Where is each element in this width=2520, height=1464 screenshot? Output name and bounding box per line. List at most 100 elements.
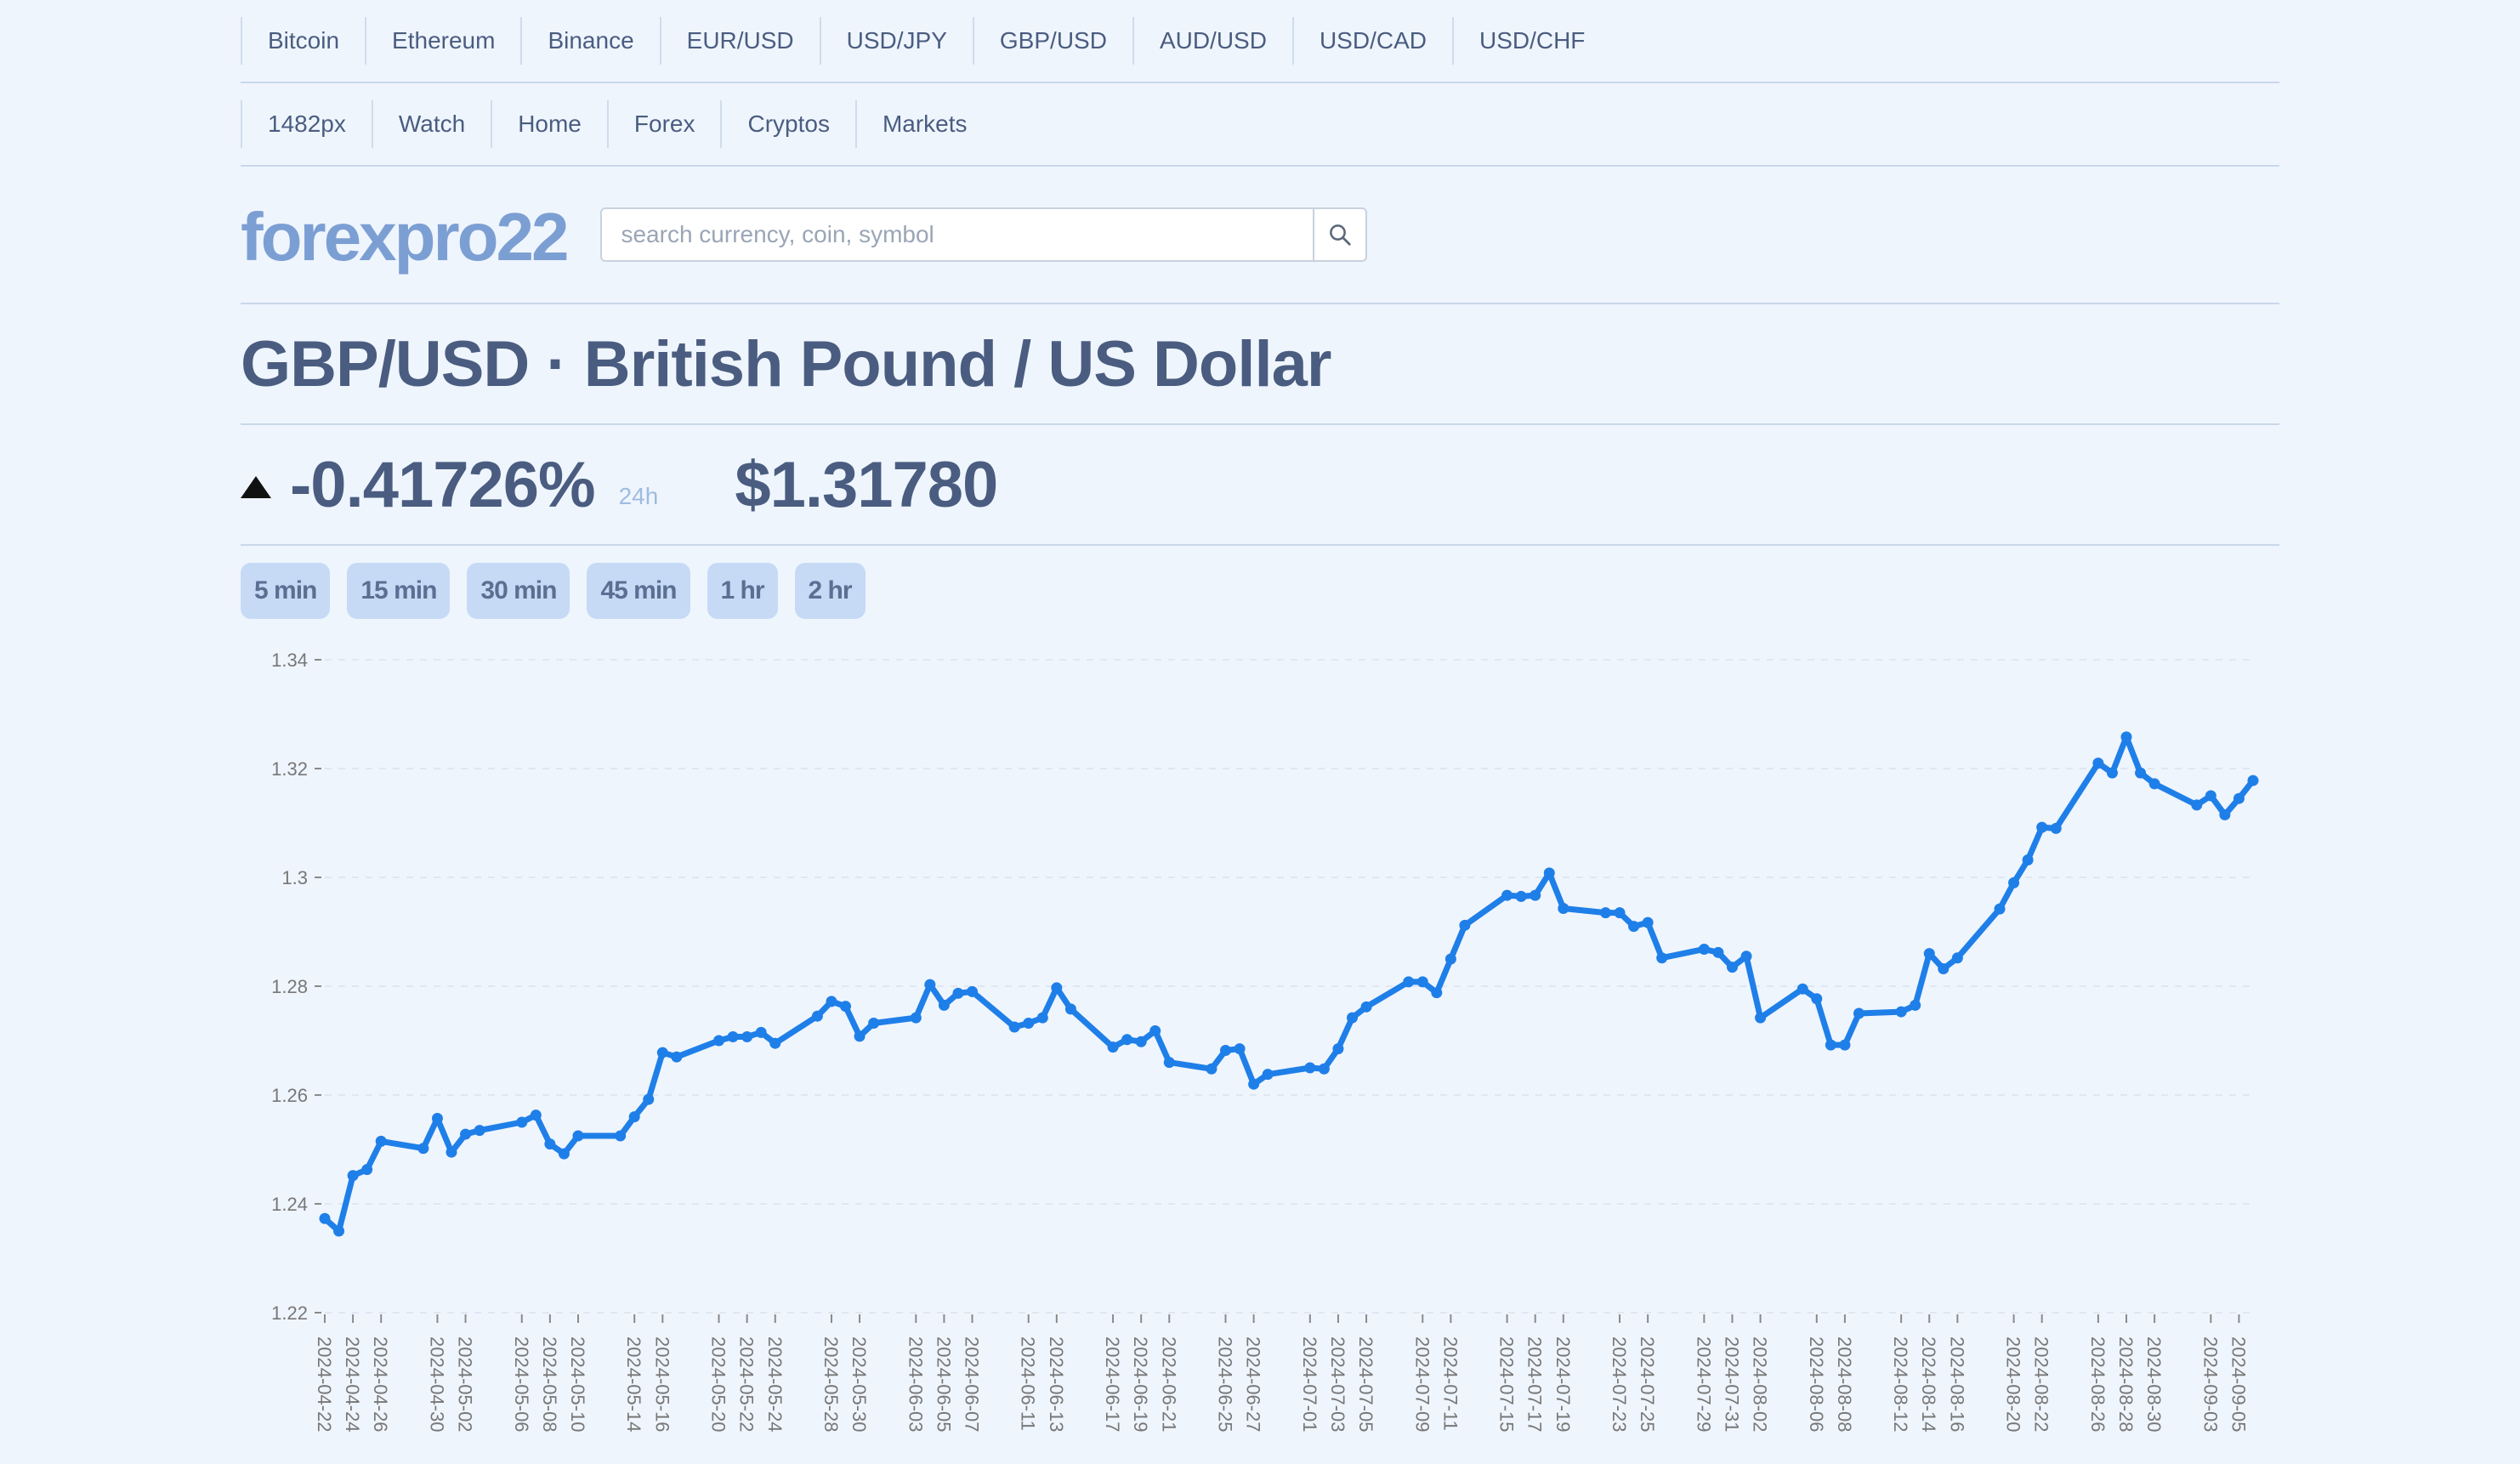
data-point (558, 1148, 570, 1160)
x-tick-label: 2024-07-11 (1439, 1336, 1461, 1431)
nav-link-cryptos[interactable]: Cryptos (720, 100, 854, 148)
x-tick-label: 2024-05-16 (651, 1336, 673, 1433)
data-point (1064, 1003, 1076, 1015)
x-tick-label: 2024-06-05 (933, 1336, 954, 1433)
x-tick-label: 2024-07-05 (1355, 1336, 1376, 1433)
data-point (1206, 1063, 1217, 1075)
x-tick-label: 2024-08-20 (2003, 1336, 2024, 1433)
x-tick-label: 2024-04-30 (426, 1336, 447, 1433)
triangle-up-icon (241, 476, 271, 498)
nav-link-binance[interactable]: Binance (520, 17, 659, 65)
data-point (1825, 1039, 1836, 1051)
data-point (1036, 1012, 1048, 1024)
x-tick-label: 2024-06-11 (1018, 1336, 1039, 1431)
x-tick-label: 2024-08-08 (1834, 1336, 1855, 1433)
data-point (1163, 1057, 1175, 1069)
data-point (1008, 1021, 1020, 1033)
x-tick-label: 2024-05-02 (455, 1336, 476, 1433)
data-point (1459, 919, 1471, 931)
x-tick-label: 2024-06-27 (1243, 1336, 1264, 1433)
nav-link-usd-chf[interactable]: USD/CHF (1451, 17, 1610, 65)
data-point (1755, 1012, 1767, 1024)
data-point (1023, 1018, 1035, 1030)
nav-link-forex[interactable]: Forex (606, 100, 721, 148)
data-point (1811, 993, 1823, 1005)
data-point (2205, 790, 2216, 802)
data-point (333, 1225, 345, 1237)
search-input[interactable] (602, 209, 1314, 260)
data-point (910, 1012, 922, 1024)
nav-link-markets[interactable]: Markets (854, 100, 993, 148)
x-tick-label: 2024-05-20 (708, 1336, 729, 1433)
search-button[interactable] (1313, 209, 1365, 260)
site-logo[interactable]: forexpro22 (241, 199, 569, 275)
interval-button-30-min[interactable]: 30 min (467, 563, 570, 619)
data-point (2247, 775, 2259, 786)
x-tick-label: 2024-05-22 (736, 1336, 758, 1433)
x-tick-label: 2024-07-23 (1609, 1336, 1630, 1433)
data-point (1853, 1007, 1864, 1019)
nav-link-usd-jpy[interactable]: USD/JPY (819, 17, 973, 65)
interval-button-15-min[interactable]: 15 min (347, 563, 451, 619)
interval-button-45-min[interactable]: 45 min (587, 563, 690, 619)
data-point (1501, 889, 1513, 901)
nav-link-1482px[interactable]: 1482px (241, 100, 372, 148)
interval-button-2-hr[interactable]: 2 hr (794, 563, 866, 619)
stats-row: -0.41726% 24h $1.31780 (241, 425, 2279, 546)
change-percent: -0.41726% (290, 448, 596, 521)
data-point (1346, 1012, 1358, 1024)
nav-link-eur-usd[interactable]: EUR/USD (659, 17, 820, 65)
x-tick-label: 2024-07-01 (1299, 1336, 1320, 1433)
x-tick-label: 2024-06-17 (1102, 1336, 1123, 1433)
data-point (1628, 921, 1640, 933)
x-tick-label: 2024-06-03 (905, 1336, 926, 1433)
data-point (516, 1116, 528, 1128)
data-point (938, 999, 950, 1011)
x-tick-label: 2024-05-08 (539, 1336, 560, 1433)
title-row: GBP/USD · British Pound / US Dollar (241, 304, 2279, 425)
data-point (1726, 962, 1738, 973)
x-tick-label: 2024-06-13 (1046, 1336, 1067, 1433)
x-tick-label: 2024-09-05 (2228, 1336, 2249, 1433)
data-point (868, 1018, 880, 1030)
data-point (727, 1031, 739, 1043)
x-tick-label: 2024-06-07 (962, 1336, 983, 1433)
data-point (2036, 821, 2048, 833)
nav-link-aud-usd[interactable]: AUD/USD (1132, 17, 1292, 65)
data-point (1839, 1039, 1851, 1051)
x-tick-label: 2024-08-06 (1806, 1336, 1827, 1433)
data-point (741, 1031, 753, 1043)
data-point (1220, 1045, 1232, 1057)
x-tick-label: 2024-08-30 (2143, 1336, 2165, 1433)
nav-link-watch[interactable]: Watch (371, 100, 491, 148)
interval-button-1-hr[interactable]: 1 hr (707, 563, 778, 619)
data-point (361, 1164, 373, 1176)
nav-link-usd-cad[interactable]: USD/CAD (1291, 17, 1452, 65)
data-point (1262, 1069, 1274, 1081)
data-point (811, 1010, 823, 1022)
data-point (1796, 983, 1808, 995)
nav-link-home[interactable]: Home (491, 100, 607, 148)
data-point (1910, 999, 1921, 1011)
interval-button-5-min[interactable]: 5 min (241, 563, 331, 619)
nav-link-gbp-usd[interactable]: GBP/USD (972, 17, 1132, 65)
data-point (967, 985, 979, 997)
data-point (460, 1128, 472, 1140)
series-line (321, 734, 2256, 1234)
x-tick-label: 2024-07-09 (1411, 1336, 1433, 1433)
x-tick-label: 2024-07-29 (1693, 1336, 1714, 1433)
data-point (643, 1093, 655, 1105)
x-tick-label: 2024-04-24 (342, 1336, 363, 1433)
x-tick-label: 2024-07-15 (1496, 1336, 1518, 1433)
x-tick-label: 2024-05-28 (820, 1336, 842, 1433)
data-point (1923, 948, 1935, 960)
x-tick-label: 2024-05-14 (623, 1336, 644, 1433)
data-point (628, 1111, 640, 1123)
nav-link-bitcoin[interactable]: Bitcoin (241, 17, 365, 65)
data-point (417, 1143, 429, 1155)
x-tick-label: 2024-04-26 (370, 1336, 391, 1433)
data-point (656, 1047, 668, 1058)
nav-link-ethereum[interactable]: Ethereum (365, 17, 520, 65)
y-tick-label: 1.28 (271, 976, 308, 997)
data-point (1698, 943, 1710, 955)
